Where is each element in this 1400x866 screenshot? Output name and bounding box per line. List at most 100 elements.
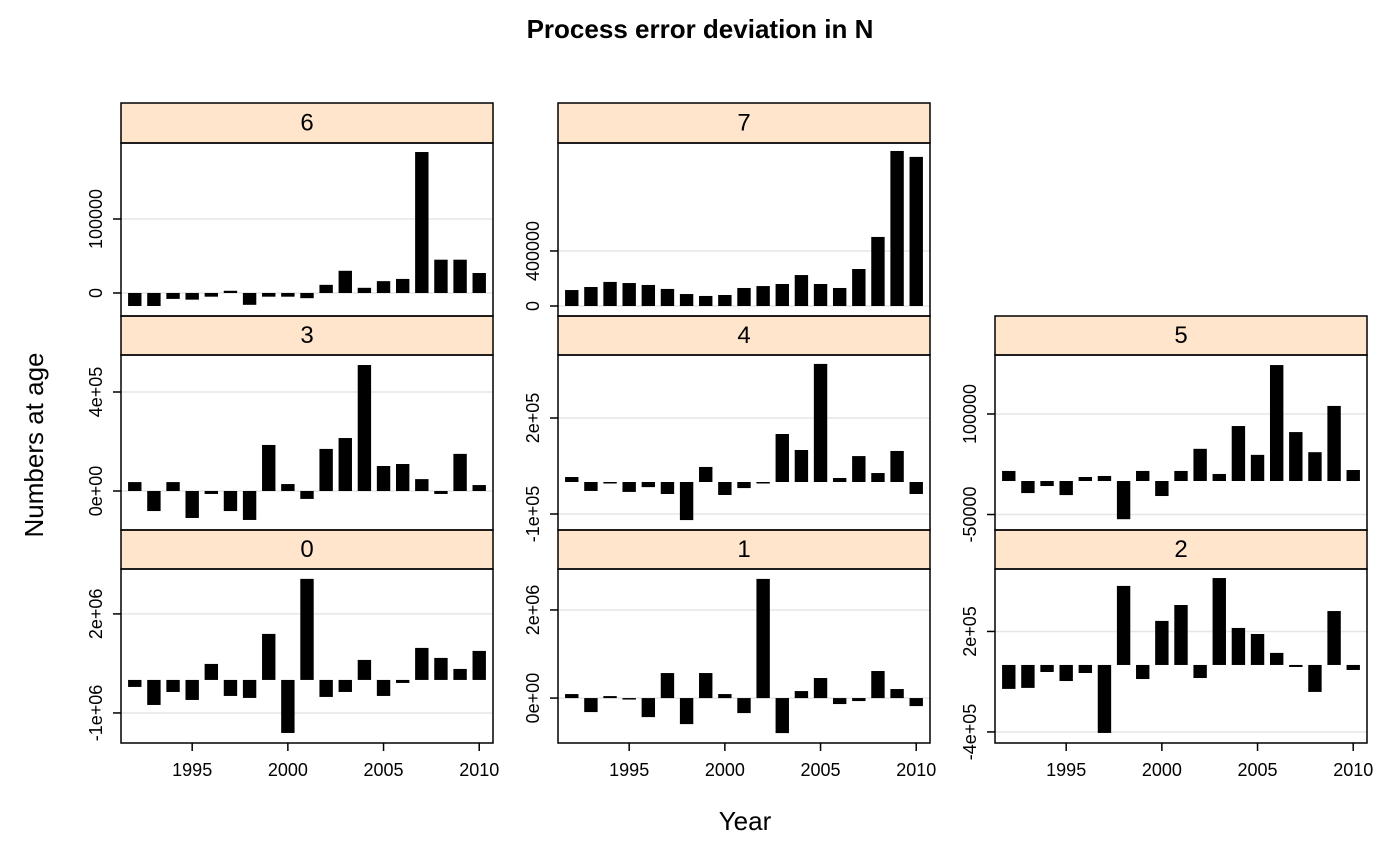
bar — [300, 578, 314, 680]
bar — [395, 278, 410, 293]
strip — [120, 102, 494, 144]
bar — [281, 292, 295, 297]
bar — [223, 290, 238, 293]
strip — [557, 102, 931, 144]
bar — [794, 691, 809, 699]
bar — [756, 286, 770, 306]
bar — [1308, 452, 1322, 482]
y-tick-label: -1e+06 — [86, 685, 106, 742]
bar — [890, 689, 904, 699]
bar — [737, 698, 751, 714]
bar — [376, 465, 391, 491]
bar — [1116, 481, 1131, 520]
strip — [120, 529, 494, 570]
bar — [699, 673, 713, 699]
bar — [395, 679, 410, 683]
panel-frame — [994, 568, 1368, 744]
bar — [1231, 426, 1246, 482]
y-tick-label: 0 — [523, 301, 543, 311]
bar — [584, 698, 598, 713]
bar — [909, 482, 923, 495]
bar — [565, 694, 579, 699]
bar — [357, 659, 372, 680]
x-tick-label: 2005 — [364, 760, 404, 780]
bar — [718, 694, 732, 699]
y-tick-label: 2e+06 — [86, 589, 106, 640]
bar — [166, 292, 180, 299]
bar — [128, 679, 142, 687]
bar — [1078, 476, 1093, 482]
bar — [1212, 473, 1226, 482]
bar — [242, 292, 257, 305]
panel-title: 0 — [300, 536, 313, 563]
bar — [775, 434, 789, 483]
panel-frame — [120, 568, 494, 744]
bar — [262, 444, 276, 491]
bar — [852, 268, 866, 306]
bar — [1269, 652, 1284, 665]
bar — [338, 679, 352, 692]
bar — [128, 292, 142, 307]
y-tick-label: 0 — [86, 288, 106, 298]
bar — [1269, 365, 1284, 482]
bar — [813, 283, 828, 306]
bar — [472, 485, 486, 491]
bar — [1193, 448, 1207, 482]
bar — [603, 281, 617, 306]
bar — [890, 150, 904, 306]
bar — [147, 490, 161, 512]
bar — [1136, 470, 1150, 482]
bar — [242, 490, 257, 520]
bar — [147, 292, 161, 307]
x-tick-label: 1995 — [172, 760, 212, 780]
x-tick-label: 2000 — [705, 760, 745, 780]
bar — [376, 281, 391, 293]
bar — [1002, 470, 1016, 482]
bar — [1327, 405, 1341, 482]
bar — [1021, 481, 1035, 494]
y-tick-label: 0e+00 — [86, 466, 106, 517]
y-tick-label: 100000 — [960, 384, 980, 444]
bar — [832, 478, 847, 483]
bar — [584, 287, 598, 306]
bar — [660, 482, 675, 495]
bar — [1097, 475, 1112, 482]
bar — [1136, 664, 1150, 680]
bar — [852, 698, 866, 702]
bar — [737, 287, 751, 306]
bar — [281, 484, 295, 491]
panel-title: 2 — [1174, 536, 1187, 563]
bar — [338, 438, 352, 491]
bar — [453, 453, 467, 491]
y-tick-label: 0e+00 — [523, 673, 543, 724]
bar — [415, 152, 429, 293]
x-tick-label: 2005 — [1238, 760, 1278, 780]
bar — [641, 698, 656, 718]
strip — [120, 315, 494, 356]
bar — [223, 490, 238, 512]
bar — [128, 482, 142, 491]
bar — [204, 292, 219, 297]
y-tick-label: -4e+05 — [960, 704, 980, 761]
bar — [1155, 481, 1169, 497]
bar — [300, 292, 314, 299]
bar — [622, 698, 636, 700]
panel-frame — [557, 354, 931, 531]
panel-title: 3 — [300, 322, 313, 349]
bar — [1155, 620, 1169, 665]
bar — [357, 365, 372, 491]
bar — [813, 363, 828, 483]
bar — [794, 275, 809, 306]
panel-frame — [120, 142, 494, 317]
x-tick-label: 2000 — [1142, 760, 1182, 780]
bar — [756, 578, 770, 699]
bar — [376, 679, 391, 696]
bar — [1346, 470, 1360, 482]
panel-frame — [994, 354, 1368, 531]
bar — [699, 466, 713, 483]
bar — [1250, 454, 1265, 482]
bar — [813, 678, 828, 699]
panel-frame — [120, 354, 494, 531]
bar — [1097, 664, 1112, 733]
